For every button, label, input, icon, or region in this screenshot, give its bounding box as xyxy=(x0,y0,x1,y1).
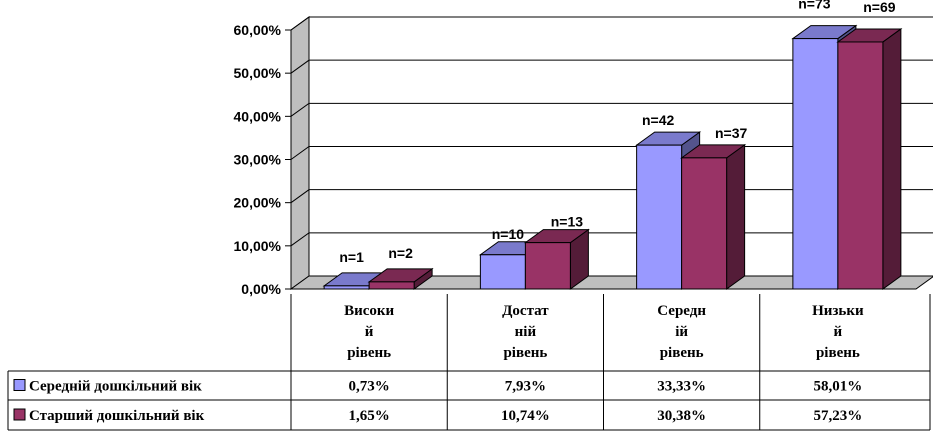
bar xyxy=(636,144,683,290)
table-cell: 30,38% xyxy=(657,408,706,424)
y-tick-label: 40,00% xyxy=(234,108,282,124)
gridline xyxy=(290,102,933,117)
table-cell: 1,65% xyxy=(349,408,390,424)
data-label: n=10 xyxy=(492,226,525,242)
gridline xyxy=(290,16,933,31)
gridline xyxy=(290,59,933,74)
data-label: n=1 xyxy=(339,249,364,265)
bar-side xyxy=(726,143,746,290)
x-tick-label: й xyxy=(365,324,374,340)
bar xyxy=(792,38,839,290)
legend-swatch xyxy=(13,408,26,421)
x-tick-label: Достат xyxy=(502,303,549,319)
data-label: n=69 xyxy=(863,0,896,15)
x-tick-label: й xyxy=(834,324,843,340)
x-tick-label: ій xyxy=(675,324,688,340)
x-tick-label: Низьки xyxy=(812,303,864,319)
x-tick-label: ній xyxy=(515,324,537,340)
x-tick-label: Середн xyxy=(657,303,706,319)
data-label: n=73 xyxy=(798,0,831,12)
legend-label: Середній дошкільний вік xyxy=(29,379,202,395)
y-tick-label: 10,00% xyxy=(234,238,282,254)
y-tick-label: 50,00% xyxy=(234,65,282,81)
data-label: n=13 xyxy=(551,214,584,230)
table-cell: 57,23% xyxy=(814,408,863,424)
data-label: n=37 xyxy=(715,125,748,141)
y-tick-label: 20,00% xyxy=(234,195,282,211)
data-label: n=2 xyxy=(388,245,413,261)
bar xyxy=(837,41,884,290)
x-tick-label: рівень xyxy=(503,345,547,361)
bar xyxy=(479,254,526,290)
table-cell: 58,01% xyxy=(814,379,863,395)
data-label: n=42 xyxy=(642,112,675,128)
bar xyxy=(323,285,370,290)
bar xyxy=(524,242,571,290)
y-tick-label: 30,00% xyxy=(234,152,282,168)
x-tick-label: Високи xyxy=(344,303,394,319)
y-tick-label: 0,00% xyxy=(241,281,281,297)
table-cell: 10,74% xyxy=(501,408,550,424)
x-tick-label: рівень xyxy=(660,345,704,361)
bar xyxy=(681,157,728,290)
x-tick-label: рівень xyxy=(816,345,860,361)
legend-swatch xyxy=(13,379,26,391)
table-cell: 7,93% xyxy=(505,379,546,395)
bar xyxy=(368,281,415,290)
x-tick-label: рівень xyxy=(347,345,391,361)
legend-label: Старший дошкільний вік xyxy=(29,408,205,424)
bar-side xyxy=(882,27,902,290)
table-cell: 0,73% xyxy=(349,379,390,395)
table-cell: 33,33% xyxy=(657,379,706,395)
y-tick-label: 60,00% xyxy=(234,22,282,38)
